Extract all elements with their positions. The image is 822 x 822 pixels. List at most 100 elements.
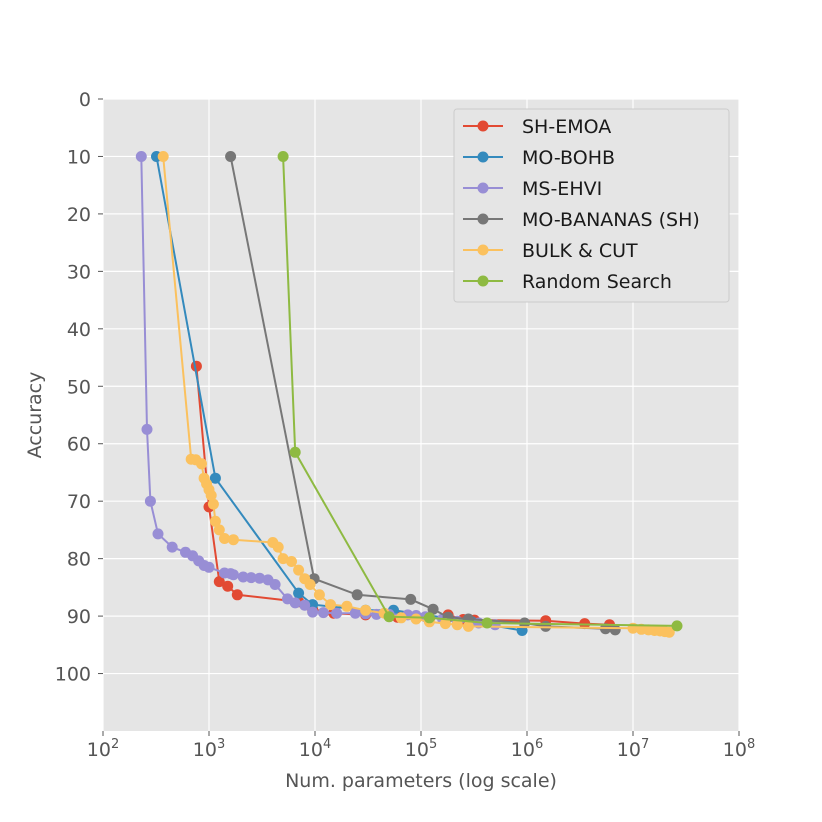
legend-label: SH-EMOA: [522, 116, 611, 138]
x-tick-label: 106: [511, 737, 543, 761]
legend-item: MS-EHVI: [463, 178, 602, 200]
data-point: [219, 533, 230, 544]
x-tick-label: 107: [617, 737, 649, 761]
data-point: [213, 576, 225, 588]
legend-label: Random Search: [522, 271, 672, 293]
data-point: [439, 618, 451, 630]
data-point: [671, 620, 683, 632]
legend-label: BULK & CUT: [522, 240, 638, 262]
data-point: [245, 572, 257, 584]
data-point: [196, 458, 207, 470]
data-point: [427, 603, 439, 615]
y-tick-label: 10: [67, 146, 91, 168]
data-point: [299, 599, 311, 611]
y-tick-label: 60: [67, 434, 91, 456]
legend-marker: [477, 120, 489, 132]
series-4: [157, 151, 675, 638]
legend-label: MS-EHVI: [522, 178, 602, 200]
data-point: [272, 541, 284, 553]
x-axis-label: Num. parameters (log scale): [285, 770, 557, 792]
data-point: [227, 534, 239, 546]
y-tick-label: 30: [67, 261, 91, 283]
data-point: [351, 589, 363, 601]
x-tick-label: 105: [405, 737, 437, 761]
data-point: [307, 606, 319, 618]
data-point: [341, 600, 353, 612]
series-layer: [135, 151, 683, 638]
data-point: [451, 619, 463, 631]
data-point: [144, 495, 156, 507]
data-point: [277, 553, 289, 565]
y-tick-label: 50: [67, 376, 91, 398]
data-point: [410, 613, 422, 625]
data-point: [405, 593, 417, 605]
data-point: [231, 589, 243, 601]
y-tick-label: 100: [55, 664, 91, 686]
data-point: [663, 626, 675, 638]
data-point: [609, 624, 621, 636]
x-tick-label: 103: [193, 737, 225, 761]
data-point: [227, 569, 239, 581]
data-point: [304, 579, 316, 590]
y-tick-label: 80: [67, 549, 91, 571]
data-point: [313, 589, 325, 601]
data-point: [286, 556, 297, 567]
data-point: [293, 564, 305, 576]
data-point: [349, 607, 361, 619]
data-point: [209, 515, 221, 527]
data-point: [205, 489, 217, 501]
data-point: [237, 571, 249, 583]
data-point: [152, 528, 164, 540]
data-point: [383, 611, 395, 623]
legend-label: MO-BOHB: [522, 147, 615, 169]
legend-marker: [477, 213, 489, 225]
data-point: [209, 472, 221, 484]
legend-item: SH-EMOA: [463, 116, 611, 138]
data-point: [222, 580, 234, 592]
series-line: [282, 156, 678, 627]
data-point: [331, 607, 343, 619]
data-point: [141, 423, 153, 435]
data-point: [317, 607, 329, 619]
data-point: [213, 524, 225, 536]
y-axis-ticks: 0 10 20 30 40 50 60 70 80 90 100: [55, 89, 103, 686]
x-tick-label: 102: [87, 737, 119, 761]
data-point: [360, 604, 372, 616]
legend-marker: [477, 151, 489, 163]
legend-marker: [477, 275, 489, 287]
data-point: [289, 597, 301, 609]
y-tick-label: 70: [67, 491, 91, 513]
x-tick-label: 108: [723, 737, 755, 761]
legend-item: MO-BANANAS (SH): [463, 209, 700, 231]
y-tick-label: 20: [67, 204, 91, 226]
y-tick-label: 90: [67, 606, 91, 628]
legend-marker: [477, 182, 489, 194]
data-point: [203, 561, 215, 573]
series-5: [277, 151, 683, 632]
data-point: [481, 617, 493, 629]
legend-marker: [477, 244, 489, 256]
data-point: [157, 151, 169, 162]
legend-label: MO-BANANAS (SH): [522, 209, 700, 231]
legend-item: BULK & CUT: [463, 240, 638, 262]
data-point: [254, 572, 266, 584]
data-point: [277, 151, 289, 162]
y-axis-label: Accuracy: [24, 372, 46, 459]
data-point: [269, 579, 281, 590]
data-point: [207, 498, 219, 510]
y-tick-label: 0: [79, 89, 91, 111]
data-point: [225, 151, 237, 162]
legend-item: MO-BOHB: [463, 147, 615, 169]
data-point: [423, 612, 435, 624]
legend-item: Random Search: [463, 271, 672, 293]
data-point: [135, 151, 147, 162]
data-point: [293, 587, 305, 599]
data-point: [462, 620, 474, 632]
x-tick-label: 104: [299, 737, 331, 761]
data-point: [289, 446, 301, 458]
x-axis-ticks: 102 103 104 105 106 107 108: [87, 731, 755, 761]
data-point: [166, 541, 178, 553]
y-tick-label: 40: [67, 319, 91, 341]
data-point: [325, 599, 336, 611]
